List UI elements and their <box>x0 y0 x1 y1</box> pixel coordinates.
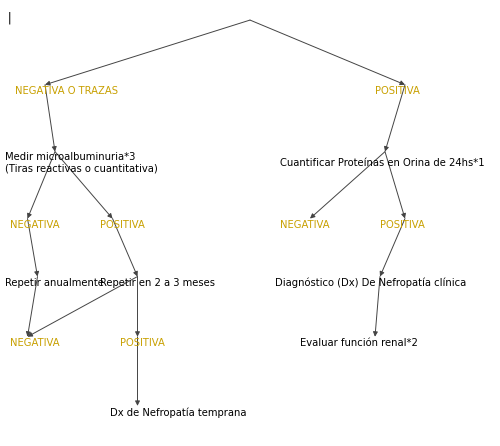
Text: |: | <box>6 11 14 24</box>
Text: NEGATIVA: NEGATIVA <box>10 339 59 348</box>
Text: NEGATIVA: NEGATIVA <box>280 220 330 230</box>
Text: POSITIVA: POSITIVA <box>380 220 425 230</box>
Text: Cuantificar Proteínas en Orina de 24hs*1: Cuantificar Proteínas en Orina de 24hs*1 <box>280 158 484 168</box>
Text: NEGATIVA: NEGATIVA <box>10 220 59 230</box>
Text: Evaluar función renal*2: Evaluar función renal*2 <box>300 339 418 348</box>
Text: NEGATIVA O TRAZAS: NEGATIVA O TRAZAS <box>15 87 118 96</box>
Text: POSITIVA: POSITIVA <box>100 220 145 230</box>
Text: Repetir en 2 a 3 meses: Repetir en 2 a 3 meses <box>100 278 215 288</box>
Text: Repetir anualmente: Repetir anualmente <box>5 278 104 288</box>
Text: Medir microalbuminuria*3
(Tiras reactivas o cuantitativa): Medir microalbuminuria*3 (Tiras reactiva… <box>5 152 158 174</box>
Text: Dx de Nefropatía temprana: Dx de Nefropatía temprana <box>110 407 246 418</box>
Text: POSITIVA: POSITIVA <box>120 339 165 348</box>
Text: Diagnóstico (Dx) De Nefropatía clínica: Diagnóstico (Dx) De Nefropatía clínica <box>275 278 466 289</box>
Text: POSITIVA: POSITIVA <box>375 87 420 96</box>
